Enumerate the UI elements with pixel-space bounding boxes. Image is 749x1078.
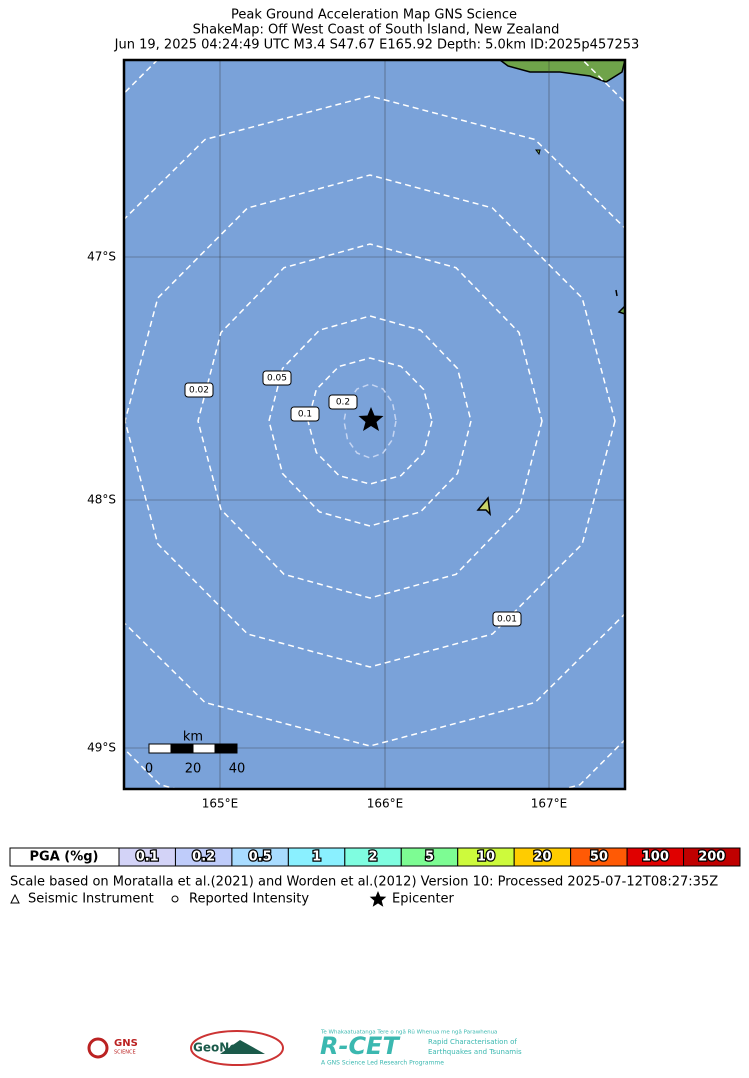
gns-text: GNS bbox=[114, 1038, 138, 1049]
scale-tick: 0 bbox=[145, 762, 153, 777]
contour bbox=[197, 243, 543, 599]
island bbox=[535, 149, 541, 156]
legend-cell bbox=[683, 847, 741, 867]
scale-tick: 20 bbox=[185, 762, 202, 777]
rcet-desc: Earthquakes and Tsunamis bbox=[428, 1048, 522, 1056]
footer-note: Scale based on Moratalla et al.(2021) an… bbox=[10, 875, 718, 890]
rcet-tag: Te Whakaatuatanga Tere o ngā Rū Whenua m… bbox=[320, 1030, 497, 1036]
map-frame bbox=[122, 58, 627, 791]
contour-label: 0.1 bbox=[298, 410, 312, 420]
geonet-logo: GeoNet bbox=[190, 1030, 284, 1066]
rcet-logo: Te Whakaatuatanga Tere o ngā Rū Whenua m… bbox=[320, 1030, 522, 1067]
legend-level: 5 bbox=[425, 850, 434, 865]
legend-level: 2 bbox=[369, 850, 378, 865]
instrument-icon bbox=[10, 893, 20, 904]
legend-level: 0.2 bbox=[192, 850, 215, 865]
lon-label: 165°E bbox=[202, 797, 239, 811]
island bbox=[476, 496, 492, 517]
contour-label-box bbox=[184, 382, 214, 398]
contour-label-box bbox=[290, 406, 320, 422]
legend-level: 10 bbox=[477, 850, 495, 865]
legend-level: 50 bbox=[590, 850, 608, 865]
contour bbox=[343, 383, 397, 459]
symbol-label: Reported Intensity bbox=[189, 892, 309, 907]
epicenter bbox=[358, 407, 384, 431]
gns-logo: GNS SCIENCE bbox=[87, 1037, 138, 1059]
symbol-label: Epicenter bbox=[392, 892, 455, 907]
intensity-icon bbox=[171, 895, 179, 903]
legend-level: 0.5 bbox=[249, 850, 272, 865]
contour bbox=[124, 60, 625, 789]
geonet-text: GeoNet bbox=[193, 1041, 243, 1055]
legend-level: 100 bbox=[642, 850, 669, 865]
legend-level: 200 bbox=[698, 850, 725, 865]
lat-label: 48°S bbox=[87, 493, 116, 507]
gns-sub: SCIENCE bbox=[114, 1050, 136, 1056]
contour-label: 0.05 bbox=[267, 374, 287, 384]
contour-label-box bbox=[492, 611, 522, 627]
contour-label-box bbox=[262, 370, 292, 386]
lat-label: 47°S bbox=[87, 250, 116, 264]
lon-label: 167°E bbox=[531, 797, 568, 811]
legend-title: PGA (%g) bbox=[30, 850, 99, 865]
subtitle: ShakeMap: Off West Coast of South Island… bbox=[193, 23, 560, 38]
legend-level: 0.1 bbox=[136, 850, 159, 865]
contour bbox=[268, 315, 472, 527]
contour-label: 0.01 bbox=[497, 615, 517, 625]
scale-bar: km 0 20 40 bbox=[145, 730, 245, 777]
legend: PGA (%g) 0.1 0.2 0.5 1 2 5 10 20 50 100 200 bbox=[9, 847, 741, 867]
scale-unit: km bbox=[183, 730, 203, 745]
scale-tick: 40 bbox=[229, 762, 246, 777]
legend-level: 1 bbox=[312, 850, 321, 865]
contour-label-box bbox=[328, 394, 358, 410]
lon-label: 166°E bbox=[367, 797, 404, 811]
rcet-text: R-CET bbox=[320, 1032, 400, 1060]
legend-level: 20 bbox=[533, 850, 551, 865]
lat-label: 49°S bbox=[87, 741, 116, 755]
epicenter-icon bbox=[369, 891, 387, 907]
contour-label: 0.2 bbox=[336, 398, 350, 408]
symbol-label: Seismic Instrument bbox=[28, 892, 154, 907]
title: Peak Ground Acceleration Map GNS Science bbox=[231, 8, 517, 23]
contour-label: 0.02 bbox=[189, 386, 209, 396]
event-info: Jun 19, 2025 04:24:49 UTC M3.4 S47.67 E1… bbox=[114, 38, 640, 53]
rcet-foot: A GNS Science Led Research Programme bbox=[321, 1060, 444, 1067]
rcet-desc: Rapid Characterisation of bbox=[428, 1038, 517, 1046]
